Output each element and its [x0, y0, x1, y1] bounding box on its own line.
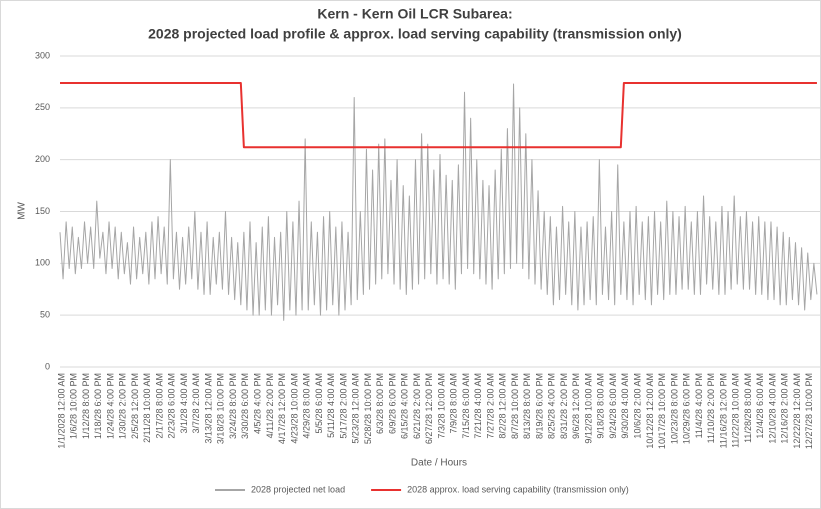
x-tick-label: 4/23/28 10:00 AM: [289, 373, 299, 444]
x-tick-label: 10/17/28 10:00 PM: [657, 373, 667, 449]
chart-subtitle: 2028 projected load profile & approx. lo…: [148, 26, 682, 42]
x-tick-label: 6/3/28 8:00 PM: [375, 373, 385, 434]
x-tick-label: 6/21/28 2:00 PM: [412, 373, 422, 439]
x-tick-label: 10/12/28 12:00 AM: [645, 373, 655, 449]
x-tick-label: 12/10/28 4:00 AM: [767, 373, 777, 444]
x-tick-label: 9/24/28 6:00 AM: [608, 373, 618, 439]
y-tick-label: 150: [35, 206, 50, 216]
x-tick-label: 3/18/28 10:00 PM: [216, 373, 226, 444]
x-tick-label: 2/17/28 8:00 AM: [154, 373, 164, 439]
x-tick-label: 4/17/28 12:00 PM: [277, 373, 287, 444]
x-tick-label: 5/28/28 10:00 PM: [363, 373, 373, 444]
x-tick-label: 7/3/28 10:00 AM: [436, 373, 446, 439]
x-tick-label: 9/18/28 8:00 AM: [596, 373, 606, 439]
x-tick-label: 3/24/28 8:00 PM: [228, 373, 238, 439]
x-tick-label: 4/11/28 2:00 PM: [265, 373, 275, 438]
x-tick-label: 7/21/28 4:00 AM: [473, 373, 483, 439]
x-tick-label: 8/7/28 10:00 PM: [510, 373, 520, 439]
x-tick-label: 11/16/28 12:00 PM: [718, 373, 728, 448]
x-tick-label: 5/17/28 2:00 AM: [338, 373, 348, 439]
x-tick-label: 12/4/28 6:00 AM: [755, 373, 765, 439]
chart-title: Kern - Kern Oil LCR Subarea:: [317, 6, 512, 22]
x-tick-label: 11/28/28 8:00 AM: [743, 373, 753, 443]
x-tick-label: 1/12/28 8:00 PM: [81, 373, 91, 439]
y-tick-label: 200: [35, 154, 50, 164]
x-tick-label: 7/9/28 8:00 AM: [449, 373, 459, 434]
x-tick-label: 1/1/2028 12:00 AM: [56, 373, 66, 449]
x-tick-label: 4/5/28 4:00 PM: [253, 373, 263, 434]
x-tick-label: 3/7/28 2:00 AM: [191, 373, 201, 434]
y-tick-label: 300: [35, 50, 50, 60]
x-tick-label: 12/22/28 12:00 AM: [792, 373, 802, 449]
x-tick-label: 12/16/28 2:00 AM: [780, 373, 790, 444]
series-line: [59, 83, 818, 321]
x-tick-label: 2/23/28 6:00 AM: [167, 373, 177, 439]
x-tick-label: 5/5/28 6:00 AM: [314, 373, 324, 434]
x-tick-label: 8/31/28 2:00 PM: [559, 373, 569, 439]
x-tick-label: 1/30/28 2:00 PM: [118, 373, 128, 439]
x-tick-label: 9/6/28 12:00 PM: [571, 373, 581, 439]
x-tick-label: 6/9/28 6:00 PM: [387, 373, 397, 434]
y-tick-label: 50: [40, 310, 50, 320]
x-tick-label: 3/1/28 4:00 AM: [179, 373, 189, 434]
x-tick-label: 8/25/28 4:00 PM: [547, 373, 557, 439]
legend-label: 2028 projected net load: [251, 484, 345, 494]
y-tick-label: 100: [35, 258, 50, 268]
x-tick-label: 12/27/28 10:00 PM: [804, 373, 814, 449]
x-tick-label: 10/6/28 2:00 AM: [633, 373, 643, 439]
x-tick-label: 6/15/28 4:00 PM: [400, 373, 410, 439]
x-tick-label: 9/12/28 10:00 AM: [583, 373, 593, 444]
x-tick-label: 1/6/28 10:00 PM: [69, 373, 79, 439]
x-tick-label: 1/24/28 4:00 PM: [105, 373, 115, 439]
x-tick-label: 10/29/28 6:00 PM: [682, 373, 692, 444]
x-tick-label: 10/23/28 8:00 PM: [669, 373, 679, 444]
x-tick-label: 8/13/28 8:00 PM: [522, 373, 532, 439]
x-tick-label: 11/22/28 10:00 AM: [731, 373, 741, 448]
x-tick-label: 7/15/28 6:00 AM: [461, 373, 471, 439]
x-tick-label: 9/30/28 4:00 AM: [620, 373, 630, 439]
x-tick-label: 5/23/28 12:00 AM: [351, 373, 361, 444]
y-tick-label: 250: [35, 102, 50, 112]
x-tick-label: 7/27/28 2:00 AM: [485, 373, 495, 439]
x-tick-label: 11/10/28 2:00 PM: [706, 373, 716, 443]
x-tick-label: 3/30/28 6:00 PM: [240, 373, 250, 439]
x-tick-label: 11/4/28 4:00 PM: [694, 373, 704, 438]
x-tick-label: 1/18/28 6:00 PM: [93, 373, 103, 439]
x-tick-label: 3/13/28 12:00 AM: [203, 373, 213, 444]
x-tick-label: 4/29/28 8:00 AM: [302, 373, 312, 439]
x-tick-label: 8/2/28 12:00 AM: [498, 373, 508, 439]
x-tick-label: 2/5/28 12:00 PM: [130, 373, 140, 439]
x-tick-label: 8/19/28 6:00 PM: [534, 373, 544, 439]
x-tick-label: 2/11/28 10:00 AM: [142, 373, 152, 443]
y-axis-label: MW: [17, 202, 28, 220]
x-tick-label: 6/27/28 12:00 PM: [424, 373, 434, 444]
series-line: [60, 81, 817, 149]
x-axis-label: Date / Hours: [411, 458, 467, 469]
legend-label: 2028 approx. load serving capability (tr…: [407, 484, 629, 494]
y-tick-label: 0: [45, 361, 50, 371]
x-tick-label: 5/11/28 4:00 AM: [326, 373, 336, 438]
